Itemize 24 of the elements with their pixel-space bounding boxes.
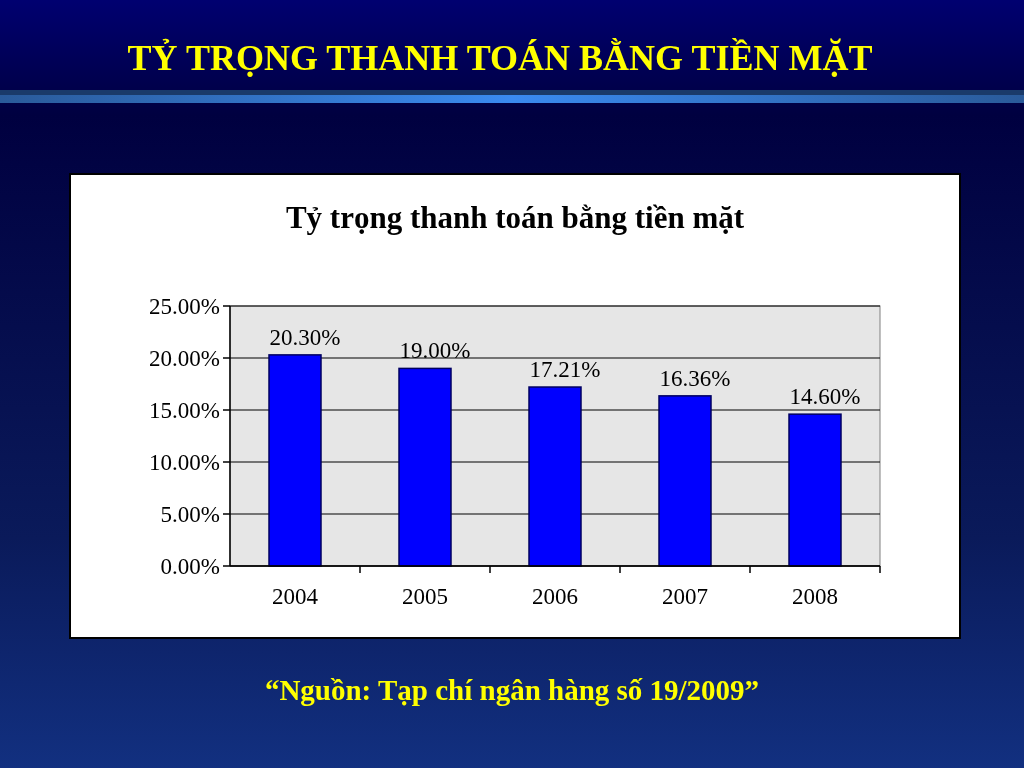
bar [528,386,582,567]
y-tick-label: 15.00% [149,398,220,424]
y-tick-label: 10.00% [149,450,220,476]
chart-title: TỶ TRỌNG THANH TOÁN BẰNG TIỀN MẶT [127,38,873,78]
y-tick-label: 5.00% [160,502,220,528]
data-label: 19.00% [399,338,471,364]
x-tick-label: 2004 [272,584,319,609]
chart-subtitle: Tỷ trọng thanh toán bằng tiền mặt [285,200,745,235]
x-tick-label: 2006 [532,584,578,609]
data-label: 17.21% [529,357,601,383]
data-label: 16.36% [659,365,731,391]
bar [788,413,842,567]
bar [658,395,712,567]
data-label: 20.30% [269,324,341,350]
x-tick-label: 2005 [402,584,448,609]
text: “Nguồn: Tạp chí ngân hàng số 19/2009” [264,674,760,706]
bar [268,354,322,567]
bar [398,367,452,567]
data-label: 14.60% [789,384,861,410]
y-tick-label: 0.00% [160,554,220,580]
x-tick-label: 2007 [662,584,708,609]
x-tick-label: 2008 [792,584,838,609]
y-tick-label: 20.00% [149,346,220,372]
y-tick-label: 25.00% [149,294,220,320]
